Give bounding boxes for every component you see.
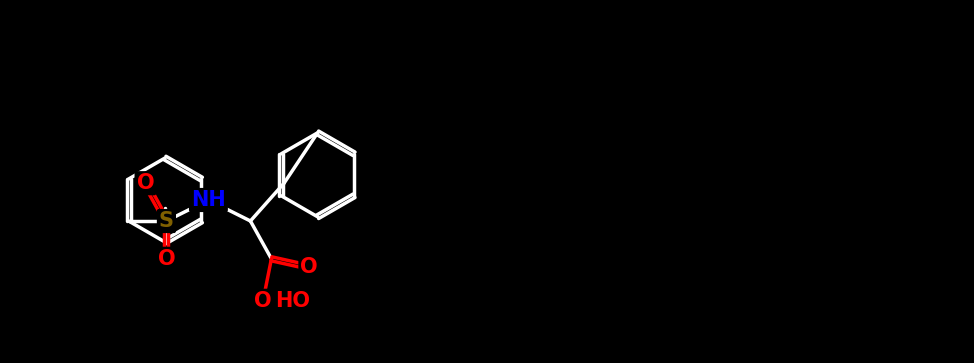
Text: O: O [158,249,175,269]
Text: S: S [159,211,174,231]
Text: NH: NH [191,190,226,210]
Text: O: O [254,291,272,311]
Text: HO: HO [275,291,310,311]
Text: O: O [300,257,318,277]
Text: O: O [136,173,154,193]
